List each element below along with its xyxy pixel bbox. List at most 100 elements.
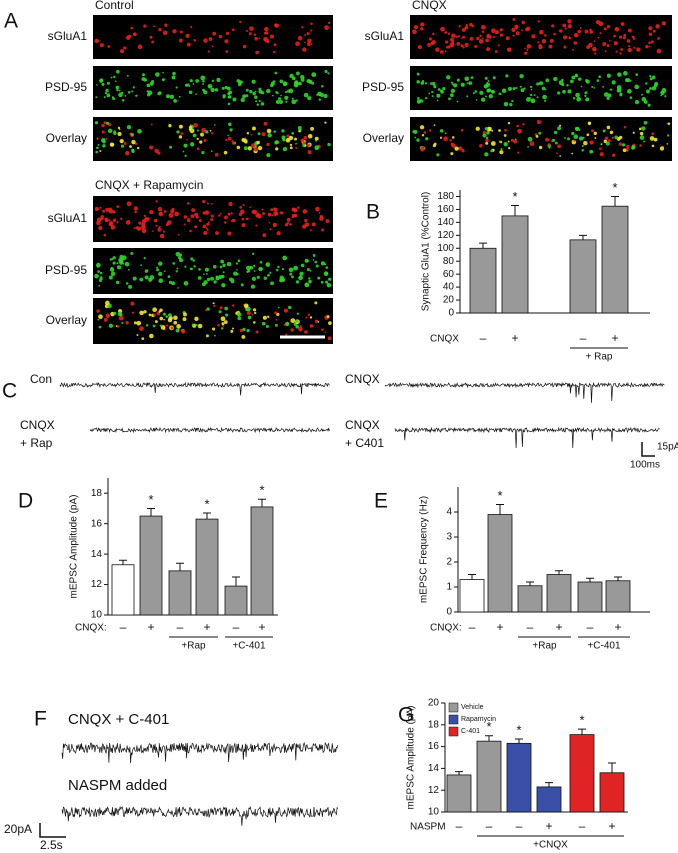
puncta	[238, 80, 243, 85]
puncta	[130, 301, 135, 306]
puncta	[520, 88, 525, 93]
legend-label: C-401	[461, 728, 480, 735]
bar	[224, 585, 248, 616]
puncta	[205, 130, 209, 134]
puncta	[112, 261, 116, 265]
puncta	[243, 146, 248, 151]
puncta	[144, 269, 149, 273]
error-bar	[515, 738, 523, 744]
puncta	[551, 24, 555, 28]
bracket-label: +Rap	[532, 641, 557, 652]
puncta	[328, 321, 332, 325]
puncta	[291, 207, 296, 212]
puncta	[327, 336, 332, 341]
puncta	[128, 284, 133, 289]
puncta	[620, 48, 623, 51]
puncta	[613, 34, 617, 38]
puncta	[251, 126, 256, 131]
puncta	[573, 140, 576, 142]
puncta	[557, 144, 562, 149]
puncta	[107, 128, 113, 134]
puncta	[160, 325, 166, 330]
puncta	[314, 145, 320, 151]
puncta	[183, 143, 188, 148]
puncta	[117, 265, 122, 270]
puncta	[466, 95, 469, 98]
puncta	[265, 262, 271, 267]
puncta	[177, 287, 179, 289]
puncta	[149, 145, 154, 150]
puncta	[246, 265, 251, 271]
puncta	[314, 136, 319, 141]
puncta	[155, 224, 158, 227]
puncta	[158, 225, 161, 229]
puncta	[460, 128, 464, 132]
puncta	[213, 304, 216, 308]
puncta	[98, 325, 102, 329]
puncta	[312, 254, 316, 257]
puncta	[295, 41, 300, 47]
puncta	[566, 137, 570, 141]
puncta	[530, 98, 536, 104]
puncta	[119, 254, 124, 260]
puncta	[304, 330, 308, 334]
x-axis-label: CNQX:	[430, 623, 462, 634]
puncta	[108, 209, 114, 214]
puncta	[652, 29, 656, 33]
x-tick-label: –	[527, 620, 534, 634]
puncta	[98, 314, 103, 320]
puncta	[224, 39, 229, 44]
panel-letter: D	[18, 490, 33, 513]
puncta	[314, 301, 318, 305]
puncta	[223, 320, 228, 324]
puncta	[231, 327, 234, 330]
y-tick-label: 20	[428, 698, 440, 709]
puncta	[548, 44, 553, 49]
puncta	[275, 147, 279, 151]
puncta	[584, 29, 589, 34]
puncta	[266, 88, 271, 94]
puncta	[621, 143, 626, 147]
puncta	[499, 150, 504, 155]
puncta	[154, 148, 159, 154]
puncta	[274, 23, 279, 28]
bar	[487, 514, 513, 613]
puncta	[221, 283, 226, 288]
puncta	[225, 313, 229, 317]
error-bar	[232, 576, 240, 587]
puncta	[172, 29, 177, 34]
puncta	[281, 129, 285, 133]
puncta	[186, 218, 191, 223]
puncta	[118, 89, 121, 92]
puncta	[487, 88, 492, 93]
puncta	[439, 129, 444, 133]
puncta	[211, 79, 215, 82]
puncta	[529, 97, 531, 99]
puncta	[266, 40, 270, 44]
y-tick-label: 10	[428, 807, 440, 818]
puncta	[607, 93, 612, 98]
y-tick-label: 4	[446, 507, 452, 518]
x-tick-label: –	[469, 620, 476, 634]
puncta	[498, 140, 501, 143]
puncta	[478, 39, 484, 44]
puncta	[236, 312, 242, 317]
puncta	[256, 140, 260, 145]
x-tick-label: –	[486, 819, 493, 833]
puncta	[419, 125, 425, 130]
y-tick-label: 10	[91, 610, 103, 621]
puncta	[444, 31, 448, 34]
puncta	[295, 99, 298, 102]
puncta	[126, 74, 129, 77]
trace	[61, 805, 339, 826]
puncta	[252, 91, 256, 96]
puncta	[307, 134, 313, 139]
puncta	[557, 126, 562, 131]
puncta	[572, 97, 576, 100]
puncta	[524, 47, 526, 50]
puncta	[425, 137, 429, 141]
puncta	[451, 136, 455, 139]
puncta	[310, 43, 313, 45]
puncta	[94, 206, 100, 212]
puncta	[219, 306, 223, 310]
